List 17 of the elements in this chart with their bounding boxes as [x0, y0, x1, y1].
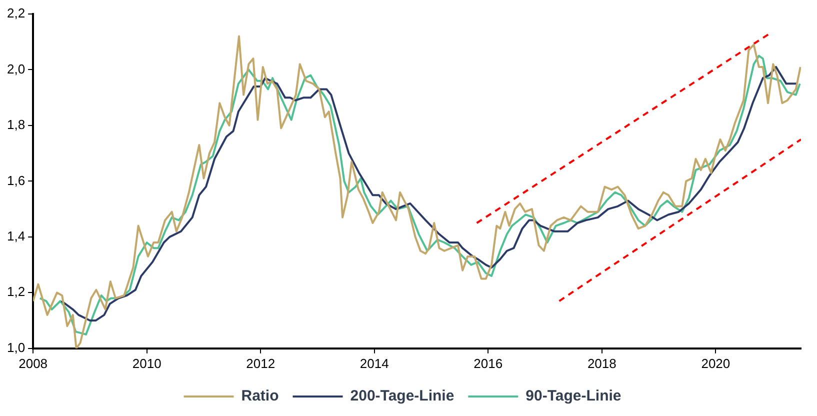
y-tick-label: 2,2: [6, 6, 26, 21]
x-tick-label: 2018: [587, 356, 616, 371]
legend-label: Ratio: [241, 388, 279, 405]
x-tick-label: 2016: [474, 356, 503, 371]
x-tick-label: 2020: [701, 356, 730, 371]
y-tick-label: 1,6: [6, 172, 26, 188]
y-tick-label: 1,8: [6, 117, 26, 132]
y-tick-label: 2,0: [6, 61, 26, 76]
x-tick-label: 2008: [18, 356, 48, 371]
legend-label: 200-Tage-Linie: [350, 388, 454, 405]
x-tick-label: 2012: [246, 356, 276, 371]
y-tick-label: 1,2: [6, 284, 26, 300]
y-tick-label: 1,4: [6, 228, 26, 244]
legend-label: 90-Tage-Linie: [526, 388, 622, 405]
x-tick-label: 2010: [132, 356, 162, 371]
x-tick-label: 2014: [360, 356, 389, 371]
y-tick-label: 1,0: [6, 340, 26, 355]
